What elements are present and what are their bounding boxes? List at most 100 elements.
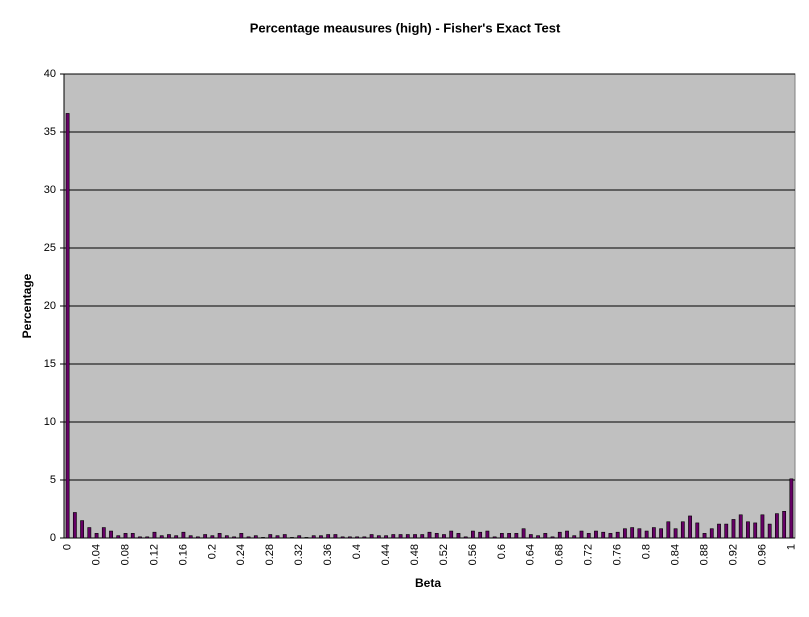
bar [152,531,157,539]
bar [434,533,439,539]
y-axis-title: Percentage [20,273,34,338]
bar [196,536,200,539]
bar [181,531,186,539]
y-tick-label: 5 [50,474,56,486]
bar [492,536,497,539]
bar [261,537,265,539]
bar [224,535,229,539]
x-tick-label: 0.52 [438,544,450,565]
bar [594,530,598,539]
bar [340,536,345,539]
bar [420,534,425,539]
bar [384,535,388,539]
bar [637,528,642,539]
bar [80,520,84,539]
x-tick-label: 0.72 [583,544,595,565]
bar [138,536,142,539]
bar [738,514,743,539]
x-tick-label: 0.44 [380,544,392,565]
bar [123,533,128,539]
y-tick-label: 20 [44,300,56,312]
bar [651,527,656,539]
x-tick-label: 0.2 [206,544,218,559]
x-axis-title: Beta [415,576,441,590]
bar [731,519,736,539]
bar [167,534,171,539]
x-tick-label: 0.04 [90,544,102,565]
bar [608,533,613,539]
y-tick-label: 40 [44,68,56,80]
bar [398,534,403,539]
bar [775,513,779,539]
bar [572,535,577,539]
bar [630,527,635,539]
bar [319,535,323,539]
x-tick-label: 0.84 [669,544,681,565]
y-tick-label: 30 [44,184,56,196]
bar [673,528,678,539]
x-tick-label: 0.6 [496,544,508,559]
bar [376,535,381,539]
x-tick-label: 0.32 [293,544,305,565]
bar [174,535,179,539]
bar [514,533,519,539]
bar [499,533,504,539]
bar [232,536,236,539]
bar [268,534,273,539]
bar [116,535,121,539]
bar [311,535,316,539]
bar [557,531,562,539]
bar [688,515,692,539]
bar [536,535,540,539]
bar [101,527,106,539]
bar [746,521,750,539]
bar [471,530,475,539]
bar [565,530,569,539]
bar [709,528,714,539]
x-tick-label: 0.36 [322,544,334,565]
x-tick-label: 0.4 [351,544,363,559]
bar [369,534,374,539]
bar [695,522,700,539]
bar [246,536,251,539]
bar [789,478,794,539]
x-tick-label: 0.24 [235,544,247,565]
x-tick-label: 0.12 [148,544,160,565]
bar [543,533,548,539]
x-tick-label: 0.48 [409,544,421,565]
bar [767,523,772,539]
x-tick-label: 0.88 [698,544,710,565]
bar [478,531,483,539]
bar [601,531,606,539]
bar [586,533,591,539]
bar [427,531,432,539]
bar [680,521,685,539]
bar [159,535,164,539]
x-tick-label: 0.64 [525,544,537,565]
x-tick-label: 0.76 [612,544,624,565]
bar [239,533,244,539]
bar [391,534,396,539]
y-tick-label: 25 [44,242,56,254]
y-tick-label: 10 [44,416,56,428]
bar [290,537,294,539]
bar [347,536,352,539]
bar [760,514,765,539]
bar [109,530,113,539]
bar [217,533,222,539]
y-tick-label: 0 [50,532,56,544]
bar [94,533,99,539]
chart-title: Percentage meausures (high) - Fisher's E… [250,20,561,35]
bar [753,522,758,539]
x-tick-label: 1 [785,544,797,550]
y-tick-label: 35 [44,126,56,138]
bar [210,535,215,539]
y-tick-label: 15 [44,358,56,370]
bar [275,535,280,539]
x-tick-label: 0.92 [727,544,739,565]
bar [405,534,410,539]
bar [130,533,135,539]
x-tick-label: 0 [62,544,74,550]
bar [615,531,620,539]
